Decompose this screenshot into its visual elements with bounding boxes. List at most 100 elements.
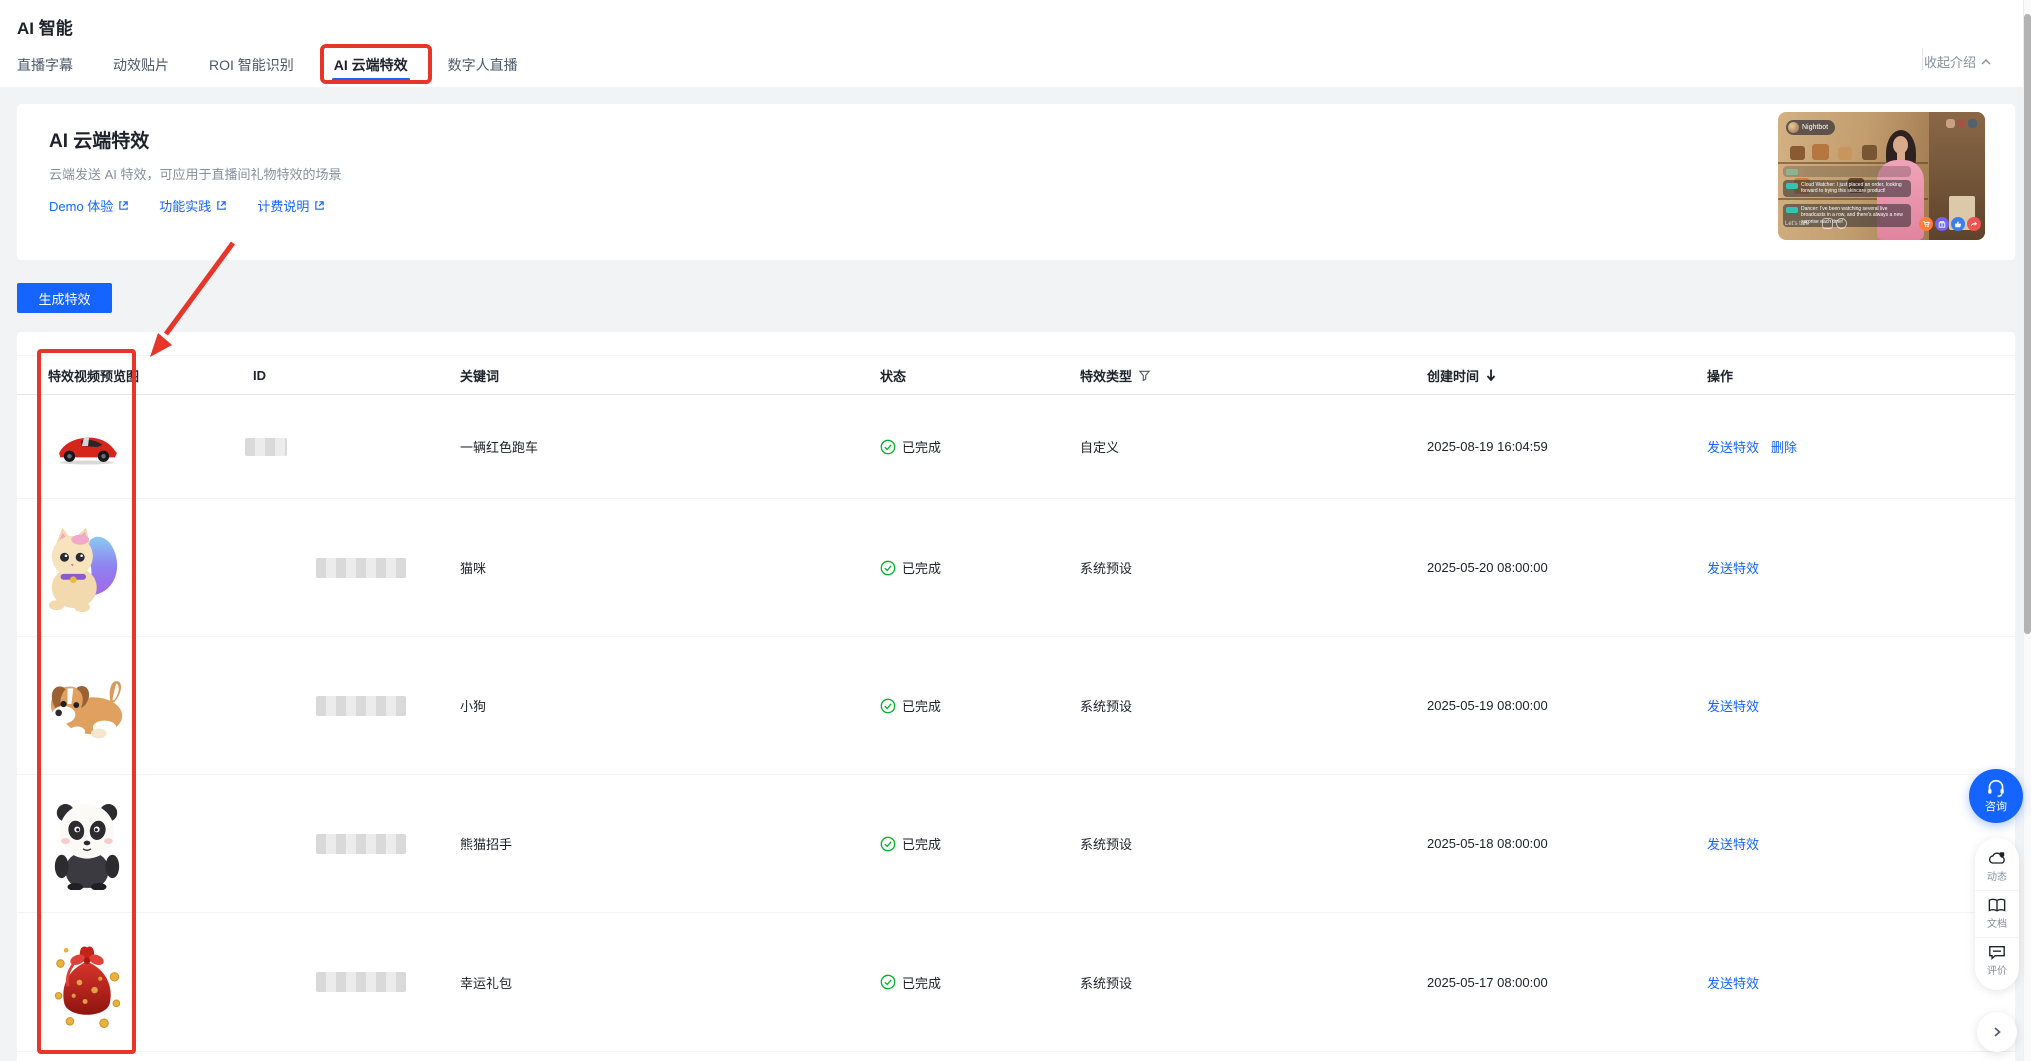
app-header: AI 智能 直播字幕 动效贴片 ROI 智能识别 AI 云端特效 数字人直播 收… — [0, 0, 2031, 87]
success-check-icon — [880, 974, 896, 990]
table-row: 猫咪 已完成 系统预设 2025-05-20 08:00:00 发送特效 — [17, 499, 2015, 637]
send-effect-link[interactable]: 发送特效 — [1707, 561, 1760, 576]
effect-preview-red-sports-car[interactable] — [40, 427, 133, 467]
masked-id — [316, 833, 406, 854]
intro-banner: AI 云端特效 云端发送 AI 特效，可应用于直播间礼物特效的场景 Demo 体… — [17, 104, 2015, 260]
created-time-cell: 2025-05-19 08:00:00 — [1427, 698, 1548, 713]
handbag-shape — [1812, 144, 1829, 160]
banner-title: AI 云端特效 — [49, 131, 150, 152]
keyword-cell: 小狗 — [460, 699, 487, 714]
column-header-actions: 操作 — [1707, 368, 1734, 384]
practice-link[interactable]: 功能实践 — [159, 196, 227, 215]
column-header-status: 状态 — [880, 368, 907, 384]
host-face — [1893, 136, 1908, 154]
scrollbar-thumb[interactable] — [2024, 14, 2031, 634]
effect-preview-rainbow-cat[interactable] — [40, 522, 133, 614]
handbag-shape — [1790, 146, 1805, 160]
consult-button[interactable]: 咨询 — [1969, 769, 2023, 823]
sort-desc-icon[interactable] — [1485, 368, 1497, 382]
send-effect-link[interactable]: 发送特效 — [1707, 837, 1760, 852]
banner-description: 云端发送 AI 特效，可应用于直播间礼物特效的场景 — [49, 167, 342, 182]
external-link-icon — [217, 201, 227, 210]
cloud-icon — [1989, 852, 2005, 864]
page-title: AI 智能 — [17, 19, 73, 38]
column-header-created: 创建时间 — [1427, 366, 1707, 385]
tab-ai-cloud-effects[interactable]: AI 云端特效 — [331, 46, 410, 84]
success-check-icon — [880, 836, 896, 851]
cart-icon — [1919, 217, 1933, 231]
column-header-keyword: 关键词 — [460, 368, 500, 384]
banner-links: Demo 体验 功能实践 计费说明 — [49, 196, 325, 215]
masked-id — [316, 972, 406, 992]
filter-icon[interactable] — [1138, 369, 1151, 382]
success-check-icon — [880, 698, 896, 713]
created-time-cell: 2025-05-18 08:00:00 — [1427, 836, 1548, 851]
created-time-cell: 2025-08-19 16:04:59 — [1427, 439, 1548, 454]
send-effect-link[interactable]: 发送特效 — [1707, 440, 1760, 455]
generate-effect-button[interactable]: 生成特效 — [17, 283, 112, 313]
masked-id — [316, 557, 406, 578]
thumbs-up-icon — [1951, 217, 1965, 231]
demo-link[interactable]: Demo 体验 — [49, 196, 129, 215]
type-cell: 系统预设 — [1080, 837, 1133, 852]
chevron-right-icon — [1994, 1027, 2001, 1037]
feedback-button[interactable]: 评价 — [1975, 937, 2019, 984]
keyword-cell: 猫咪 — [460, 561, 487, 576]
billing-link[interactable]: 计费说明 — [257, 196, 325, 215]
nightbot-badge: Nightbot — [1786, 120, 1836, 135]
table-row: 熊猫招手 已完成 系统预设 2025-05-18 08:00:00 发送特效 — [17, 775, 2015, 913]
chat-message: Cloud Watcher: I just placed an order, l… — [1783, 180, 1911, 197]
tab-live-subtitles[interactable]: 直播字幕 — [17, 57, 73, 73]
type-cell: 自定义 — [1080, 440, 1120, 455]
type-cell: 系统预设 — [1080, 561, 1133, 576]
table-header-row: 特效视频预览图 ID 关键词 状态 特效类型 创建时间 操作 — [17, 355, 2015, 395]
chat-badge — [1786, 207, 1798, 213]
keyword-cell: 幸运礼包 — [460, 975, 513, 991]
delete-link[interactable]: 删除 — [1771, 440, 1798, 455]
comment-icon — [1989, 945, 2005, 960]
viewer-avatar — [1968, 119, 1977, 128]
column-header-type: 特效类型 — [1080, 366, 1427, 385]
nightbot-label: Nightbot — [1802, 124, 1829, 131]
nightbot-avatar — [1788, 122, 1799, 133]
external-link-icon — [315, 201, 325, 210]
effect-preview-lucky-gift-bag[interactable] — [40, 935, 133, 1030]
collapse-intro-button[interactable]: 收起介绍 — [1924, 52, 1992, 71]
keyword-cell: 一辆红色跑车 — [460, 440, 539, 455]
docs-button[interactable]: 文档 — [1975, 890, 2019, 937]
status-cell: 已完成 — [880, 973, 1080, 992]
chat-message-faded — [1783, 166, 1911, 177]
masked-id — [316, 695, 406, 716]
headset-icon — [1988, 779, 2004, 797]
send-effect-link[interactable]: 发送特效 — [1707, 975, 1760, 991]
shelf-line — [1778, 162, 1928, 164]
book-icon — [1988, 898, 2006, 912]
chat-badge — [1786, 183, 1798, 189]
table-row: 小狗 已完成 系统预设 2025-05-19 08:00:00 发送特效 — [17, 637, 2015, 775]
effect-preview-puppy[interactable] — [40, 670, 133, 742]
lets-talk-text: Let's talk — [1785, 221, 1809, 227]
tab-digital-human-live[interactable]: 数字人直播 — [447, 57, 518, 73]
expand-sidebar-button[interactable] — [1977, 1012, 2017, 1052]
table-row: 一辆红色跑车 已完成 自定义 2025-08-19 16:04:59 发送特效 … — [17, 395, 2015, 499]
type-cell: 系统预设 — [1080, 975, 1133, 991]
header-divider — [1922, 48, 1923, 70]
tab-roi-recognition[interactable]: ROI 智能识别 — [209, 57, 294, 73]
viewer-avatar — [1957, 119, 1966, 128]
success-check-icon — [880, 439, 896, 454]
gift-icon — [1935, 217, 1949, 231]
chat-badge — [1786, 169, 1798, 175]
status-cell: 已完成 — [880, 834, 1080, 853]
send-effect-link[interactable]: 发送特效 — [1707, 699, 1760, 714]
effects-table-card: 特效视频预览图 ID 关键词 状态 特效类型 创建时间 操作 — [17, 332, 2015, 1061]
host-neck — [1897, 152, 1905, 162]
promo-livestream-image: Nightbot Cloud Watcher: I just placed an… — [1778, 112, 1985, 240]
column-header-id: ID — [253, 367, 266, 383]
status-cell: 已完成 — [880, 558, 1080, 577]
chevron-up-icon — [1981, 58, 1991, 64]
type-cell: 系统预设 — [1080, 699, 1133, 714]
effect-preview-panda[interactable] — [40, 798, 133, 890]
viewer-avatar — [1946, 119, 1955, 128]
tab-motion-stickers[interactable]: 动效贴片 — [113, 57, 169, 73]
dynamics-button[interactable]: 动态 — [1975, 844, 2019, 890]
